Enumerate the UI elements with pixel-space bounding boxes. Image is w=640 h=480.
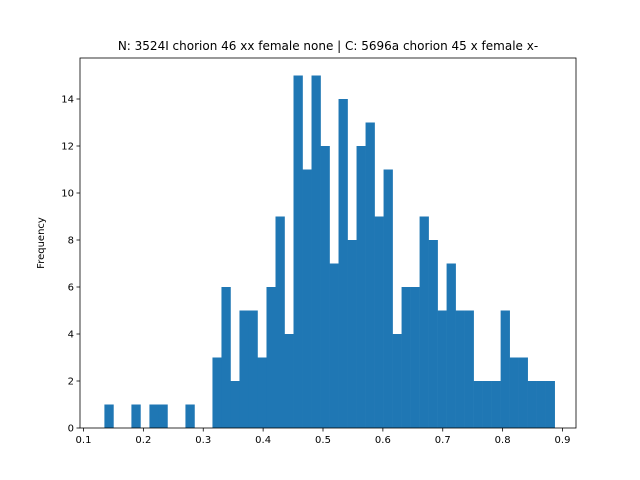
histogram-bar xyxy=(284,334,294,428)
x-tick-label: 0.9 xyxy=(555,435,571,446)
histogram-bar xyxy=(356,146,366,428)
x-tick-label: 0.7 xyxy=(435,435,451,446)
y-tick-label: 0 xyxy=(68,424,74,435)
histogram-bar xyxy=(446,263,456,428)
histogram-bar xyxy=(149,404,159,428)
histogram-bar xyxy=(131,404,141,428)
histogram-bar xyxy=(275,216,285,428)
histogram-bar xyxy=(482,381,492,428)
histogram-bar xyxy=(401,287,411,428)
histogram-bar xyxy=(455,310,465,428)
x-tick-label: 0.6 xyxy=(375,435,391,446)
histogram-bar xyxy=(419,216,429,428)
histogram-bar xyxy=(347,240,357,428)
y-tick-label: 6 xyxy=(68,283,74,294)
y-tick-label: 8 xyxy=(68,236,74,247)
x-tick-label: 0.2 xyxy=(135,435,151,446)
histogram-bar xyxy=(545,381,555,428)
histogram-bar xyxy=(302,169,312,428)
histogram-bar xyxy=(383,169,393,428)
histogram-bar xyxy=(329,263,339,428)
histogram-bar xyxy=(374,216,384,428)
histogram-bar xyxy=(257,357,267,428)
histogram-bar xyxy=(365,122,375,428)
y-tick-label: 2 xyxy=(68,377,74,388)
y-tick-label: 10 xyxy=(61,189,74,200)
plot-frame xyxy=(79,57,577,429)
histogram-bar xyxy=(104,404,114,428)
histogram-bar xyxy=(248,310,258,428)
x-tick-label: 0.3 xyxy=(195,435,211,446)
histogram-bar xyxy=(158,404,168,428)
histogram-bar xyxy=(320,146,330,428)
x-tick-label: 0.1 xyxy=(76,435,92,446)
y-tick-label: 14 xyxy=(61,95,74,106)
histogram-bar xyxy=(509,357,519,428)
histogram-bar xyxy=(491,381,501,428)
histogram-bar xyxy=(392,334,402,428)
y-axis-ticks: 0 2 4 6 8 10 12 14 xyxy=(61,95,80,435)
histogram-bar xyxy=(500,310,510,428)
histogram-bar xyxy=(221,287,231,428)
x-axis-ticks: 0.1 0.2 0.3 0.4 0.5 0.6 0.7 0.8 0.9 xyxy=(76,428,571,446)
histogram-bar xyxy=(266,287,276,428)
histogram-bar xyxy=(311,75,321,428)
histogram-bar xyxy=(185,404,195,428)
histogram-bar xyxy=(518,357,528,428)
histogram-bar xyxy=(239,310,249,428)
histogram-bar xyxy=(536,381,546,428)
histogram-bar xyxy=(293,75,303,428)
histogram-bar xyxy=(338,99,348,428)
histogram-bar xyxy=(464,310,474,428)
histogram-bar xyxy=(212,357,222,428)
histogram-bar xyxy=(428,240,438,428)
x-tick-label: 0.8 xyxy=(495,435,511,446)
histogram-bar xyxy=(473,381,483,428)
histogram-bar xyxy=(230,381,240,428)
y-axis-label: Frequency xyxy=(36,217,47,269)
x-tick-label: 0.5 xyxy=(315,435,331,446)
histogram-bar xyxy=(410,287,420,428)
y-tick-label: 4 xyxy=(68,330,74,341)
histogram-bar xyxy=(527,381,537,428)
x-tick-label: 0.4 xyxy=(255,435,271,446)
histogram-bars xyxy=(104,75,555,428)
y-tick-label: 12 xyxy=(61,142,74,153)
chart-title: N: 3524I chorion 46 xx female none | C: … xyxy=(118,39,538,53)
histogram-bar xyxy=(437,310,447,428)
